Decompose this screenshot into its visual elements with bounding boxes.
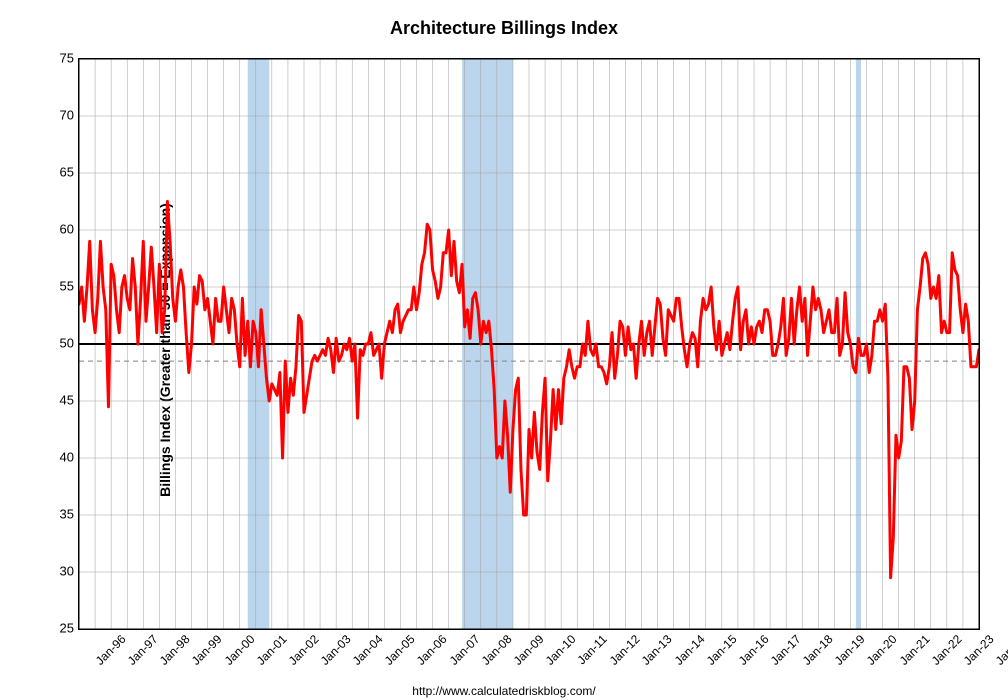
x-tick-label: Jan-20 (864, 632, 900, 668)
x-tick-label: Jan-96 (93, 632, 129, 668)
plot-area (78, 58, 980, 630)
x-tick-label: Jan-12 (607, 632, 643, 668)
x-tick-label: Jan-06 (414, 632, 450, 668)
x-tick-label: Jan-10 (543, 632, 579, 668)
chart-svg (79, 59, 979, 629)
x-tick-label: Jan-01 (253, 632, 289, 668)
x-tick-label: Jan-22 (928, 632, 964, 668)
footer-link: http://www.calculatedriskblog.com/ (0, 684, 1008, 698)
chart-container: Architecture Billings Index Billings Ind… (0, 0, 1008, 700)
x-tick-label: Jan-97 (125, 632, 161, 668)
x-tick-label: Jan-17 (768, 632, 804, 668)
x-tick-label: Jan-11 (575, 632, 610, 667)
x-tick-label: Jan-15 (703, 632, 739, 668)
y-tick-label: 65 (60, 165, 74, 180)
y-tick-label: 75 (60, 51, 74, 66)
x-tick-label: Jan-05 (382, 632, 418, 668)
y-tick-label: 45 (60, 393, 74, 408)
x-tick-label: Jan-16 (736, 632, 772, 668)
y-tick-label: 60 (60, 222, 74, 237)
x-tick-label: Jan-14 (671, 632, 707, 668)
y-tick-label: 70 (60, 108, 74, 123)
x-tick-label: Jan-23 (961, 632, 997, 668)
x-tick-label: Jan-03 (318, 632, 354, 668)
y-tick-label: 40 (60, 450, 74, 465)
y-tick-label: 55 (60, 279, 74, 294)
x-tick-label: Jan-99 (189, 632, 225, 668)
x-tick-label: Jan-13 (639, 632, 675, 668)
x-tick-label: Jan-02 (286, 632, 322, 668)
x-tick-label: Jan-00 (221, 632, 257, 668)
y-tick-label: 30 (60, 564, 74, 579)
chart-title: Architecture Billings Index (0, 18, 1008, 39)
x-tick-label: Jan-21 (896, 632, 932, 668)
y-tick-label: 25 (60, 621, 74, 636)
y-tick-label: 35 (60, 507, 74, 522)
x-tick-label: Jan-24 (993, 632, 1008, 668)
x-tick-label: Jan-98 (157, 632, 193, 668)
x-tick-label: Jan-04 (350, 632, 386, 668)
x-tick-label: Jan-18 (800, 632, 836, 668)
x-tick-label: Jan-19 (832, 632, 868, 668)
y-tick-label: 50 (60, 336, 74, 351)
x-tick-label: Jan-08 (478, 632, 514, 668)
x-tick-label: Jan-09 (511, 632, 547, 668)
x-tick-label: Jan-07 (446, 632, 482, 668)
